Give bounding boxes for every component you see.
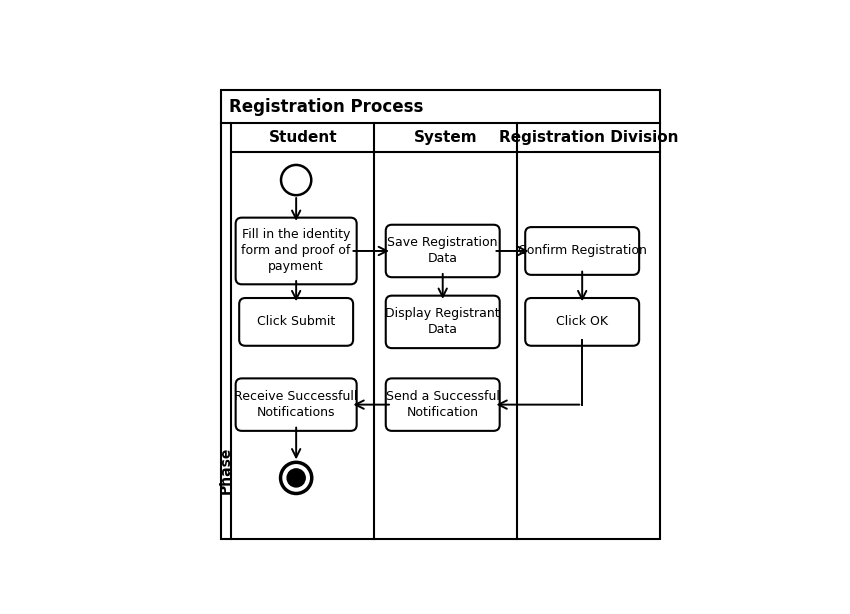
FancyBboxPatch shape <box>235 217 357 284</box>
Text: Display Registrant
Data: Display Registrant Data <box>385 308 500 336</box>
Text: Registration Division: Registration Division <box>499 130 678 145</box>
FancyBboxPatch shape <box>525 227 639 275</box>
FancyBboxPatch shape <box>525 298 639 346</box>
Text: Save Registration
Data: Save Registration Data <box>388 236 498 265</box>
FancyBboxPatch shape <box>239 298 353 346</box>
Text: Click Submit: Click Submit <box>257 316 335 328</box>
Text: Fill in the identity
form and proof of
payment: Fill in the identity form and proof of p… <box>241 228 351 273</box>
FancyBboxPatch shape <box>386 296 500 348</box>
Text: Receive Successfull
Notifications: Receive Successfull Notifications <box>235 390 358 419</box>
Text: Send a Successful
Notification: Send a Successful Notification <box>386 390 500 419</box>
Text: Click OK: Click OK <box>556 316 609 328</box>
Text: Phase: Phase <box>219 447 233 494</box>
FancyBboxPatch shape <box>235 378 357 431</box>
Circle shape <box>287 469 305 487</box>
FancyBboxPatch shape <box>386 225 500 277</box>
Text: Confirm Registration: Confirm Registration <box>518 244 647 257</box>
Text: Student: Student <box>269 130 337 145</box>
Text: System: System <box>414 130 478 145</box>
FancyBboxPatch shape <box>386 378 500 431</box>
Text: Registration Process: Registration Process <box>229 98 423 116</box>
